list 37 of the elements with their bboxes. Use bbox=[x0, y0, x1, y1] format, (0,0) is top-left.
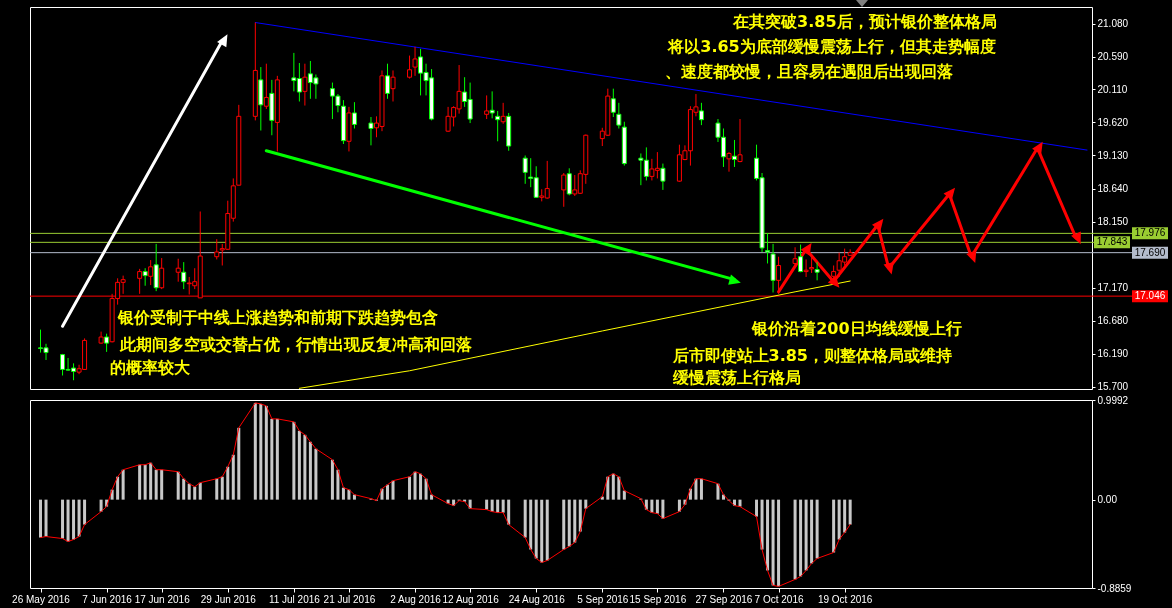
x-tick-label: 7 Jun 2016 bbox=[82, 593, 133, 605]
y-tick-label: 0.9992 bbox=[1097, 394, 1129, 406]
y-tick-label: 16.680 bbox=[1097, 315, 1129, 327]
x-tick-label: 24 Aug 2016 bbox=[508, 593, 566, 605]
x-tick-label: 12 Aug 2016 bbox=[442, 593, 500, 605]
y-tick-label: 16.190 bbox=[1097, 348, 1129, 360]
x-tick-label: 27 Sep 2016 bbox=[695, 593, 753, 605]
annotation: 在其突破3.85后，预计银价整体格局 bbox=[732, 11, 997, 31]
annotation: 、速度都较慢，且容易在遇阻后出现回落 bbox=[665, 61, 954, 81]
annotation: 银价沿着200日均线缓慢上行 bbox=[751, 319, 962, 339]
x-tick-label: 19 Oct 2016 bbox=[817, 593, 873, 605]
x-tick-label: 7 Oct 2016 bbox=[754, 593, 804, 605]
y-tick-label: 21.080 bbox=[1097, 18, 1129, 30]
annotation: 缓慢震荡上行格局 bbox=[671, 367, 801, 387]
x-tick-label: 26 May 2016 bbox=[12, 593, 71, 605]
y-tick-label: 20.590 bbox=[1097, 51, 1129, 63]
y-tick-label: 19.130 bbox=[1097, 149, 1129, 161]
y-tick-label: 18.150 bbox=[1097, 216, 1129, 228]
y-tick-label: 20.110 bbox=[1097, 83, 1128, 95]
y-tick-label: 0.00 bbox=[1097, 494, 1118, 506]
x-tick-label: 21 Jul 2016 bbox=[323, 593, 376, 605]
y-tick-label: 18.640 bbox=[1097, 183, 1129, 195]
y-tick-label: 17.170 bbox=[1097, 282, 1129, 294]
y-tick-label: -0.8859 bbox=[1097, 582, 1132, 594]
x-tick-label: 11 Jul 2016 bbox=[268, 593, 321, 605]
y-tick-label: 15.700 bbox=[1097, 381, 1129, 393]
x-tick-label: 15 Sep 2016 bbox=[629, 593, 687, 605]
x-tick-label: 17 Jun 2016 bbox=[134, 593, 191, 605]
annotation: 的概率较大 bbox=[109, 357, 191, 377]
x-tick-label: 29 Jun 2016 bbox=[200, 593, 257, 605]
x-tick-label: 5 Sep 2016 bbox=[577, 593, 629, 605]
annotation: 银价受制于中线上涨趋势和前期下跌趋势包含 bbox=[117, 307, 439, 327]
y-tick-label: 19.620 bbox=[1097, 116, 1129, 128]
x-tick-label: 2 Aug 2016 bbox=[390, 593, 442, 605]
annotation: 此期间多空或交替占优，行情出现反复冲高和回落 bbox=[119, 335, 473, 355]
annotation: 将以3.65为底部缓慢震荡上行，但其走势幅度 bbox=[667, 37, 996, 57]
annotation: 后市即使站上3.85，则整体格局或维持 bbox=[671, 346, 952, 366]
